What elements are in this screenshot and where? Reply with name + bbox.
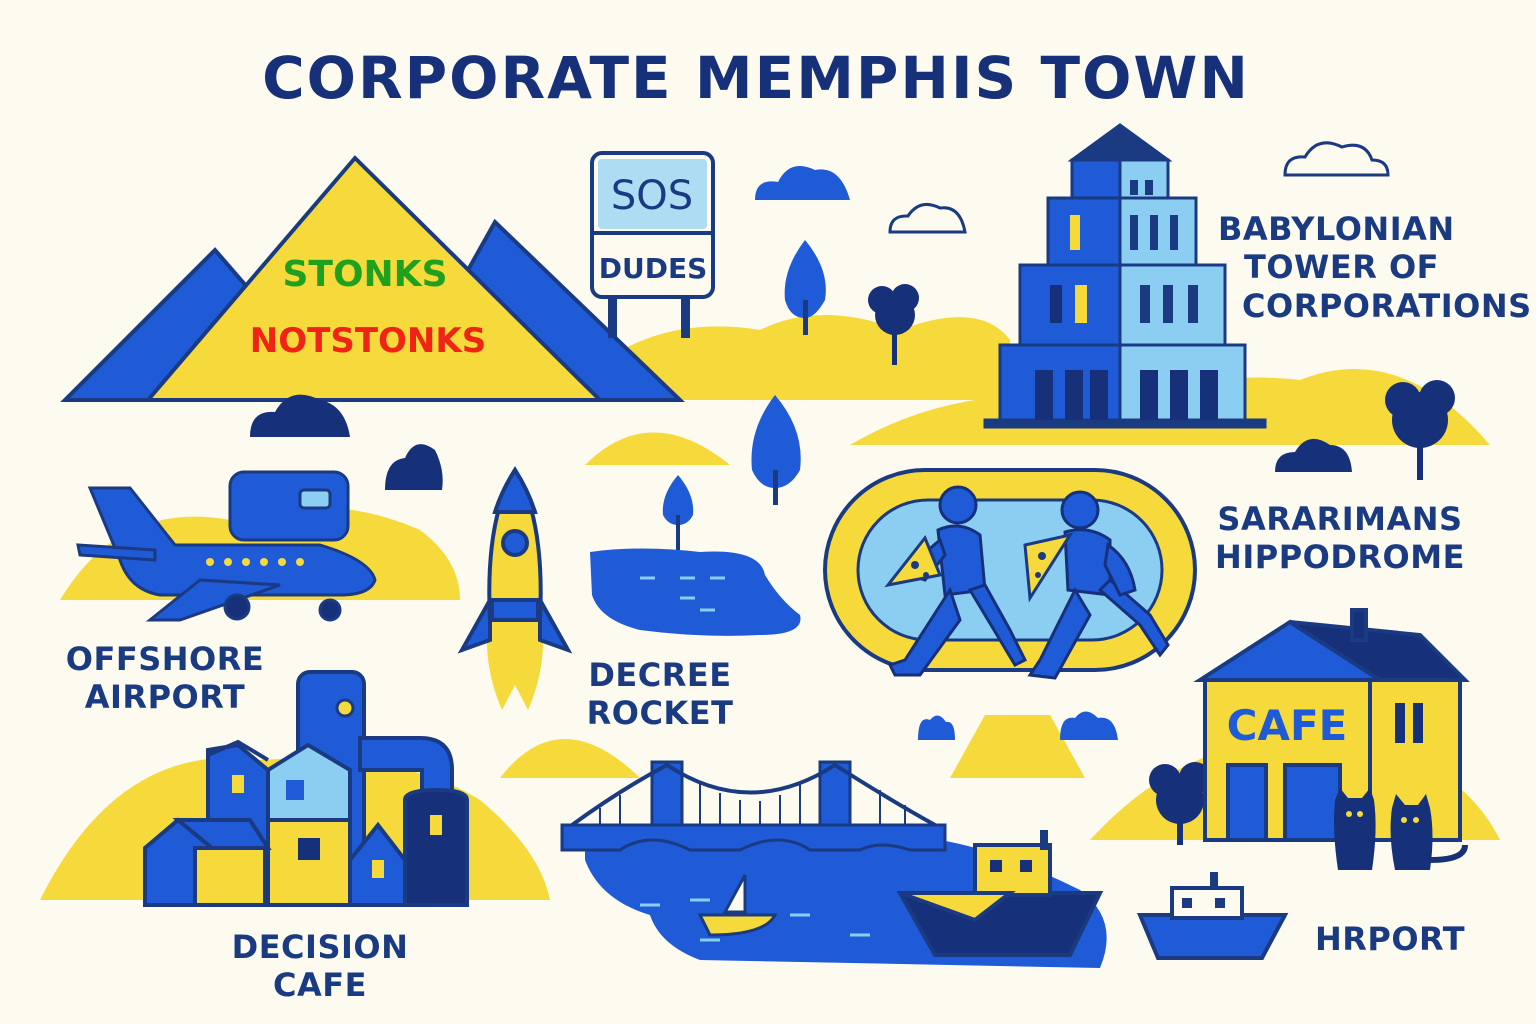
- mountain-label-stonks: STONKS: [282, 254, 447, 295]
- cloud-icon: [250, 141, 1390, 490]
- pond-icon: [590, 548, 801, 636]
- decision-cafe-label-line1: DECISION: [231, 928, 409, 966]
- hippodrome-label-line2: HIPPODROME: [1215, 538, 1465, 577]
- pyramid-mountain-icon: [60, 155, 685, 402]
- ziggurat-tower-icon: [983, 123, 1267, 429]
- ship-icon: [896, 830, 1104, 957]
- hrport-label: HRPORT: [1300, 920, 1480, 958]
- airplane-icon: [76, 470, 377, 622]
- airport-label: OFFSHORE AIRPORT: [50, 640, 280, 717]
- cat-icon: [1334, 788, 1468, 870]
- running-track-icon: [823, 468, 1197, 672]
- rocket-icon: [457, 466, 573, 710]
- airport-label-line2: AIRPORT: [84, 678, 246, 717]
- ship-icon: [1136, 872, 1289, 960]
- airport-label-line1: OFFSHORE: [65, 640, 265, 678]
- tower-label-line2: TOWER OF: [1244, 248, 1440, 287]
- hippodrome-label: SARARIMANS HIPPODROME: [1200, 500, 1480, 577]
- tree-icon: [662, 240, 1455, 845]
- road-sign-icon: [590, 151, 715, 338]
- decision-cafe-label-line2: CAFE: [273, 966, 367, 1005]
- cafe-sign-text: CAFE: [1227, 701, 1348, 750]
- tower-label-line3: CORPORATIONS: [1242, 286, 1532, 325]
- decision-cafe-label: DECISION CAFE: [205, 928, 435, 1005]
- factory-houses-icon: [143, 670, 469, 907]
- runner-icon: [1027, 490, 1170, 680]
- rocket-label-line2: ROCKET: [586, 694, 734, 733]
- page-title: CORPORATE MEMPHIS TOWN: [262, 44, 1250, 112]
- mountain-label-notstonks: NOTSTONKS: [250, 321, 486, 361]
- pizza-slice-icon: [884, 535, 943, 588]
- tower-label-line1: BABYLONIAN: [1218, 210, 1455, 248]
- hippodrome-label-line1: SARARIMANS: [1217, 500, 1463, 538]
- shrub-icon: [918, 711, 1118, 740]
- tower-label: BABYLONIAN TOWER OF CORPORATIONS: [1200, 210, 1531, 325]
- rocket-label: DECREE ROCKET: [560, 656, 760, 733]
- hrport-label-line1: HRPORT: [1314, 920, 1466, 958]
- sailboat-icon: [697, 874, 778, 937]
- pizza-slice-icon: [1023, 532, 1074, 603]
- rocket-label-line1: DECREE: [588, 656, 732, 694]
- cafe-building-icon: [1193, 608, 1470, 842]
- sign-top-text: SOS: [611, 173, 693, 219]
- sign-bottom-text: DUDES: [599, 252, 708, 285]
